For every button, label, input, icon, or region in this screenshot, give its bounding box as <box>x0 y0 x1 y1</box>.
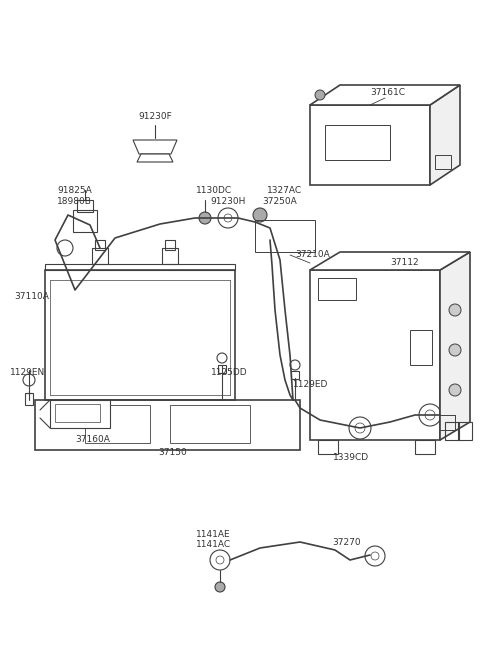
Bar <box>291 371 299 379</box>
Polygon shape <box>50 400 110 428</box>
Bar <box>435 155 451 169</box>
Text: 1129EN: 1129EN <box>10 368 45 377</box>
Text: 1130DC: 1130DC <box>196 186 232 195</box>
Polygon shape <box>310 252 470 270</box>
Bar <box>45 270 235 400</box>
Text: 37160A: 37160A <box>75 435 110 444</box>
Text: 91230H: 91230H <box>210 197 245 206</box>
Circle shape <box>215 582 225 592</box>
Polygon shape <box>310 85 460 105</box>
Text: 37161C: 37161C <box>370 88 405 97</box>
Polygon shape <box>440 252 470 440</box>
Text: 91825A: 91825A <box>57 186 92 195</box>
Text: 37270: 37270 <box>332 538 360 547</box>
Bar <box>92 248 108 264</box>
Bar <box>73 210 97 232</box>
Bar <box>410 330 432 365</box>
Circle shape <box>449 384 461 396</box>
Bar <box>162 248 178 264</box>
Polygon shape <box>430 85 460 185</box>
Bar <box>458 422 472 440</box>
Bar <box>310 270 440 440</box>
Bar <box>415 440 435 454</box>
Text: 1129ED: 1129ED <box>293 380 328 389</box>
Polygon shape <box>137 154 173 162</box>
Circle shape <box>315 90 325 100</box>
Text: 37110A: 37110A <box>14 292 49 301</box>
Circle shape <box>199 212 211 224</box>
Bar <box>55 404 100 422</box>
Bar <box>95 240 105 250</box>
Text: 37250A: 37250A <box>262 197 297 206</box>
Polygon shape <box>133 140 177 154</box>
Bar <box>318 440 338 454</box>
Text: 37210A: 37210A <box>295 250 330 259</box>
Bar <box>85 405 150 443</box>
Text: 1141AC: 1141AC <box>196 540 231 549</box>
Bar <box>310 105 430 185</box>
Bar <box>165 240 175 250</box>
Bar <box>218 365 226 373</box>
Bar <box>35 400 300 450</box>
Text: 37150: 37150 <box>158 448 187 457</box>
Bar <box>325 125 390 160</box>
Bar <box>45 264 235 270</box>
Text: 37112: 37112 <box>390 258 419 267</box>
Text: 1141AE: 1141AE <box>196 530 230 539</box>
Bar <box>445 422 459 440</box>
Bar <box>25 393 33 405</box>
Bar <box>255 220 315 252</box>
Bar <box>77 200 93 212</box>
Circle shape <box>253 208 267 222</box>
Circle shape <box>449 304 461 316</box>
Text: 18980B: 18980B <box>57 197 92 206</box>
Text: 1327AC: 1327AC <box>267 186 302 195</box>
Text: 1125DD: 1125DD <box>211 368 248 377</box>
Bar <box>318 278 356 300</box>
Circle shape <box>449 344 461 356</box>
Text: 91230F: 91230F <box>138 112 172 121</box>
Text: 1339CD: 1339CD <box>333 453 369 462</box>
Bar <box>170 405 250 443</box>
